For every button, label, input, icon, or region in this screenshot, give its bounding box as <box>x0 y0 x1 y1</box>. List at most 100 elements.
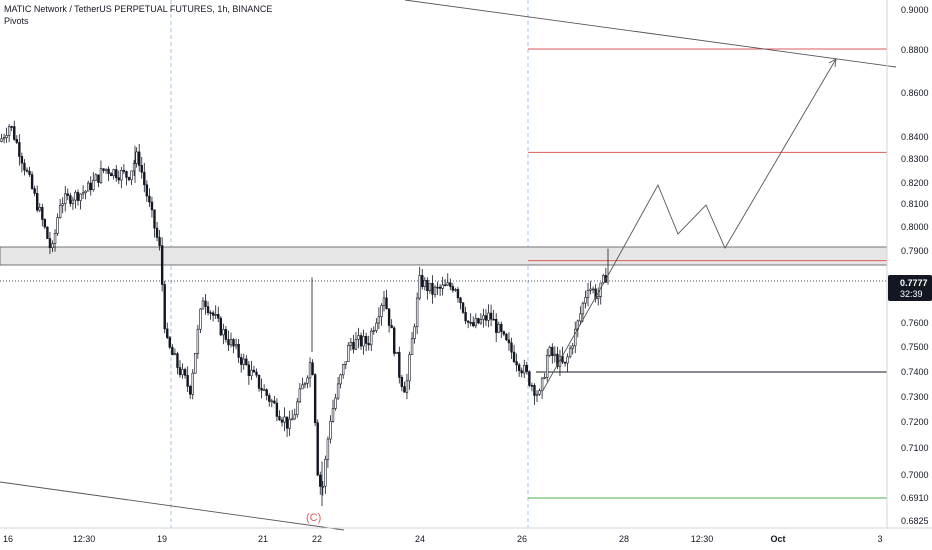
candle <box>273 396 276 404</box>
candle <box>0 133 3 143</box>
candle <box>517 362 521 377</box>
time-tick-label: 28 <box>619 534 629 544</box>
candle <box>143 162 146 193</box>
candle <box>459 296 462 310</box>
candle <box>163 280 166 334</box>
candle <box>415 292 419 335</box>
candle <box>446 273 449 287</box>
candle <box>428 282 432 294</box>
candle <box>222 323 225 345</box>
candle <box>433 285 437 298</box>
candle <box>148 188 151 207</box>
candle <box>20 152 24 173</box>
candle <box>589 281 592 295</box>
candle <box>229 332 233 348</box>
candle <box>293 408 296 420</box>
price-tick-label: 0.8800 <box>901 45 929 55</box>
time-tick-label: 12:30 <box>691 534 714 544</box>
candle <box>252 365 256 373</box>
price-tick-label: 0.8400 <box>901 132 929 142</box>
candle <box>5 127 8 143</box>
candle <box>367 335 370 351</box>
price-tick-label: 0.6825 <box>901 516 929 526</box>
price-tick-label: 0.8300 <box>901 154 929 164</box>
candle <box>400 374 404 392</box>
candle <box>194 353 197 374</box>
candle <box>214 305 217 320</box>
time-tick-label: 26 <box>517 534 527 544</box>
current-price-label-bg <box>888 275 932 301</box>
candle <box>7 123 11 143</box>
time-tick-label: Oct <box>770 534 785 544</box>
projection-arrowhead <box>828 58 837 68</box>
candle <box>352 334 355 354</box>
candle <box>538 388 541 396</box>
candle <box>507 332 511 351</box>
candle <box>71 196 75 210</box>
price-tick-label: 0.7400 <box>901 367 929 377</box>
candle <box>466 320 470 329</box>
candle <box>135 147 138 168</box>
candle <box>204 293 207 315</box>
candle <box>87 180 90 192</box>
candle <box>324 455 327 494</box>
resistance-zone[interactable] <box>0 246 888 266</box>
candle <box>107 166 110 182</box>
candle <box>492 309 495 321</box>
price-tick-label: 0.7100 <box>901 443 929 453</box>
candle <box>540 377 544 399</box>
time-tick-label: 3 <box>877 534 882 544</box>
candle <box>125 170 128 186</box>
candle <box>347 342 350 363</box>
candle <box>599 282 602 305</box>
price-tick-label: 0.7600 <box>901 318 929 328</box>
candle <box>474 313 477 329</box>
candle <box>171 344 174 356</box>
candle <box>596 287 600 306</box>
candle <box>548 345 551 358</box>
candle <box>566 353 569 372</box>
candle <box>206 301 210 316</box>
candle <box>56 213 59 236</box>
time-tick-label: 24 <box>415 534 425 544</box>
lower-trendline[interactable] <box>0 481 345 531</box>
candle <box>38 203 41 213</box>
candle <box>232 338 235 354</box>
candle <box>224 326 228 343</box>
candle <box>502 330 506 337</box>
candle <box>390 319 393 329</box>
candle <box>525 361 529 375</box>
time-tick-label: 22 <box>312 534 322 544</box>
chart-header: MATIC Network / TetherUS PERPETUAL FUTUR… <box>4 3 272 27</box>
candle <box>418 266 421 301</box>
candle <box>201 297 205 310</box>
candle <box>523 359 526 379</box>
candle <box>237 338 240 364</box>
candle <box>308 357 312 388</box>
upper-trendline[interactable] <box>404 0 897 68</box>
price-axis[interactable]: 0.9000 0.8800 0.8600 0.8400 0.8300 0.8200 0.81… <box>901 5 929 526</box>
projection-path[interactable] <box>541 58 837 393</box>
candle <box>257 374 261 392</box>
time-tick-label: 16 <box>3 534 13 544</box>
candle <box>209 310 212 320</box>
candle <box>166 322 169 340</box>
indicator-label[interactable]: Pivots <box>4 16 29 26</box>
candle <box>112 168 115 180</box>
candle <box>456 286 460 303</box>
candle <box>303 382 307 389</box>
candle <box>551 343 554 364</box>
candle <box>89 176 92 196</box>
candle <box>375 318 378 333</box>
candle <box>186 366 189 393</box>
candle <box>247 361 251 385</box>
candle <box>211 310 215 322</box>
symbol-title[interactable]: MATIC Network / TetherUS PERPETUAL FUTUR… <box>4 4 273 14</box>
candle <box>265 388 268 401</box>
candle <box>79 193 82 210</box>
candle <box>443 279 447 287</box>
candle <box>395 351 398 354</box>
time-axis[interactable]: 16 12:30 19 21 22 24 26 28 12:30 Oct 3 <box>3 534 883 544</box>
candle <box>464 306 467 325</box>
